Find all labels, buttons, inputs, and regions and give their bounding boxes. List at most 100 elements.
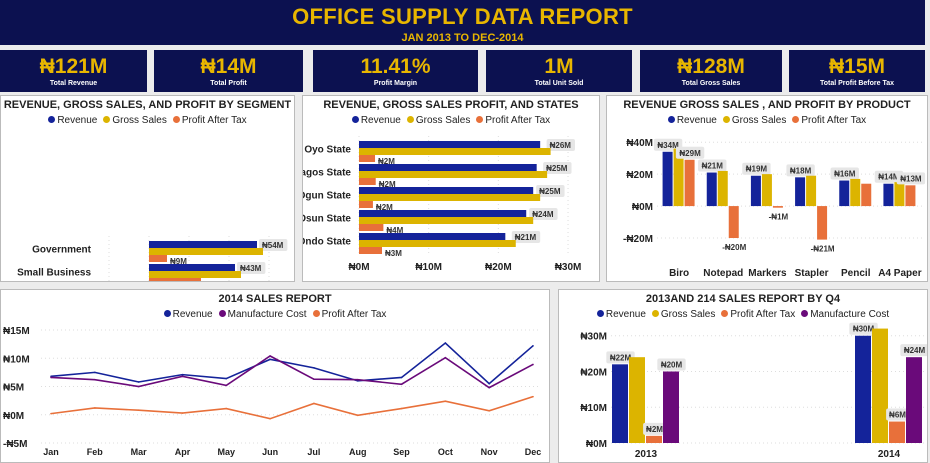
data-label: ₦26M [550,141,572,150]
legend-dot-icon [103,116,111,123]
legend-item-manufacture-cost[interactable]: Manufacture Cost [801,309,889,320]
legend-item-profit-after-tax[interactable]: Profit After Tax [172,115,247,126]
kpi-value: 11.41% [360,55,431,78]
legend-label: Revenue [676,115,717,126]
data-label: ₦2M [646,425,663,434]
q4-chart-panel: 2013AND 214 SALES REPORT BY Q4 Revenue Gro… [558,289,928,463]
point-revenue [181,373,184,376]
kpi-total-profit: ₦14M Total Profit [154,50,303,92]
legend-item-revenue[interactable]: Revenue [667,115,717,126]
kpi-value: ₦121M [39,55,108,78]
states-chart-panel: REVENUE, GROSS SALES PROFIT, AND STATES R… [302,95,600,282]
data-label: ₦54M [262,241,284,250]
legend-dot-icon [721,310,729,317]
chart-legend: Revenue Gross Sales Profit After Tax [1,115,294,126]
point-revenue [94,371,96,374]
data-label-bg [675,146,705,159]
legend-label: Gross Sales [660,309,716,320]
data-label-bg [653,138,683,151]
chart-title: 2014 SALES REPORT [218,293,332,305]
data-label: ₦30M [853,325,875,334]
point-manufacture-cost [137,385,140,388]
y-tick-label: ₦30M [580,332,607,343]
chart-legend: Revenue Gross Sales Profit After Tax [303,115,599,126]
chart-legend: Revenue Gross Sales Profit After Tax [607,115,927,126]
bar-profit-after-tax [817,206,828,240]
chart-plot: ₦30M ₦20M ₦10M ₦0M 2013 ₦22M ₦2M ₦20M 2014 ₦30M ₦6… [580,322,927,460]
x-month-label: Jun [262,447,278,457]
data-label-bg [546,139,576,151]
bar-revenue [883,183,894,207]
legend-item-gross-sales[interactable]: Gross Sales [406,115,470,126]
bar-revenue [750,175,761,207]
bar-gross-sales [717,170,728,207]
bar-gross-sales [894,182,905,207]
legend-label: Revenue [57,115,98,126]
bar-profit-after-tax [359,247,382,254]
point-profit-after-tax [313,402,315,405]
bar-profit-after-tax [359,155,376,162]
bar-gross-sales [629,357,645,443]
bar-gross-sales [359,240,516,247]
data-label: ₦2M [379,180,396,189]
x-tick-label: ₦10M [415,262,442,273]
y-tick-label: ₦0M [586,439,607,450]
x-month-label: Sep [393,447,410,457]
sales-2014-chart-panel: 2014 SALES REPORT Revenue Manufacture Cost… [0,289,550,463]
legend-item-revenue[interactable]: Revenue [163,309,213,320]
data-label: ₦25M [539,187,561,196]
point-profit-after-tax [181,412,184,414]
legend-item-revenue[interactable]: Revenue [596,309,646,320]
legend-dot-icon [163,310,171,317]
point-manufacture-cost [400,383,403,386]
data-label: ₦3M [385,249,402,258]
data-label: ₦26M [204,280,226,281]
data-label-bg [830,167,859,180]
bar-gross-sales [850,178,861,207]
legend-item-profit-after-tax[interactable]: Profit After Tax [312,309,386,320]
kpi-total-revenue: ₦121M Total Revenue [0,50,147,92]
legend-item-revenue[interactable]: Revenue [351,115,401,126]
point-revenue [488,382,490,385]
legend-item-profit-after-tax[interactable]: Profit After Tax [792,115,866,126]
x-category-label: Notepad [703,268,743,279]
legend-item-gross-sales[interactable]: Gross Sales [722,115,786,126]
legend-item-revenue[interactable]: Revenue [48,115,97,126]
legend-item-profit-after-tax[interactable]: Profit After Tax [476,115,550,126]
point-revenue [137,381,140,383]
legend-dot-icon [218,310,226,317]
point-manufacture-cost [488,386,490,389]
data-label: ₦29M [679,149,701,158]
legend-dot-icon [801,310,809,317]
legend-dot-icon [48,116,56,123]
y-tick-label: ₦0M [3,411,24,422]
bar-revenue [706,172,717,207]
legend-item-profit-after-tax[interactable]: Profit After Tax [721,309,795,320]
point-profit-after-tax [356,414,359,417]
y-tick-label: ₦10M [580,403,607,414]
kpi-total-profit-before-tax: ₦15M Total Profit Before Tax [789,50,925,92]
data-label-bg [536,185,565,197]
data-label: ₦43M [240,264,262,273]
data-label: ₦9M [170,257,187,266]
bar-manufacture-cost [906,357,922,443]
legend-dot-icon [406,116,414,123]
legend-item-gross-sales[interactable]: Gross Sales [651,309,716,320]
data-label-bg [742,162,771,175]
y-tick-label: ₦5M [3,383,24,394]
point-manufacture-cost [181,375,184,378]
bar-revenue [839,180,850,207]
data-label-bg [606,351,635,364]
data-label-bg [259,239,288,251]
chart-plot: -₦20M₦0M₦20M₦40M₦60MGovernment₦54M₦9MSma… [17,236,288,281]
point-manufacture-cost [225,384,228,387]
kpi-value: 1M [544,55,574,78]
bar-gross-sales [149,248,263,255]
kpi-total-unit-sold: 1M Total Unit Sold [486,50,632,92]
y-tick-label: -₦20M [623,234,653,245]
legend-label: Profit After Tax [485,115,551,126]
legend-item-gross-sales[interactable]: Gross Sales [103,115,167,126]
point-revenue [269,358,271,361]
bar-gross-sales [673,148,684,207]
legend-item-manufacture-cost[interactable]: Manufacture Cost [218,309,307,320]
